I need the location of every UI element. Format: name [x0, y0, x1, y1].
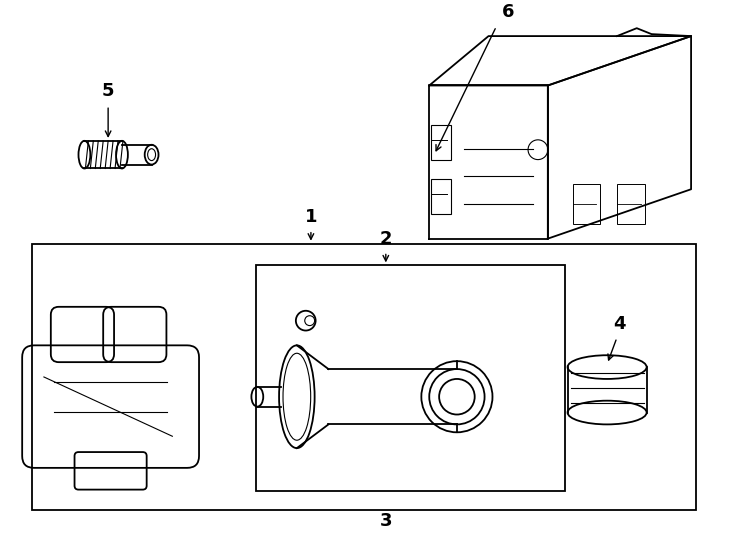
Bar — [32, 244, 696, 510]
Text: 1: 1 — [305, 208, 317, 226]
Bar — [617, 184, 644, 224]
Text: 2: 2 — [379, 230, 392, 247]
Text: 4: 4 — [613, 314, 625, 333]
Bar — [431, 125, 451, 160]
Text: 6: 6 — [502, 3, 515, 21]
Bar — [256, 265, 564, 491]
Text: 5: 5 — [102, 82, 115, 100]
Bar — [431, 179, 451, 214]
Bar — [573, 184, 600, 224]
Text: 3: 3 — [379, 512, 392, 530]
